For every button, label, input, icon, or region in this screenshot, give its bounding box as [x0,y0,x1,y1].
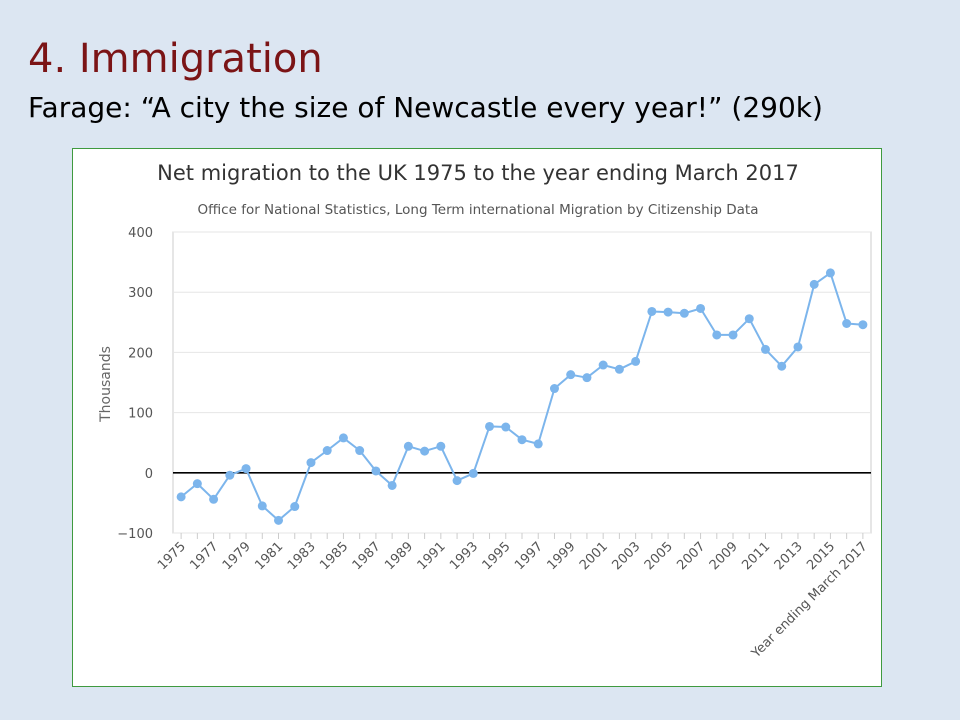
data-point[interactable] [663,307,673,317]
y-tick-label: −100 [117,527,153,542]
data-point[interactable] [598,360,608,370]
data-point[interactable] [420,446,430,456]
x-tick-label: 2005 [642,539,676,573]
data-point[interactable] [517,435,527,445]
x-tick-label: 1991 [415,539,449,573]
data-point[interactable] [809,279,819,289]
x-tick-label: 1977 [187,539,221,573]
data-point[interactable] [631,356,641,366]
chart-subtitle: Office for National Statistics, Long Ter… [198,202,759,218]
y-axis-title: Thousands [98,346,114,423]
chart-title: Net migration to the UK 1975 to the year… [157,161,799,185]
data-point[interactable] [355,446,365,456]
slide-title: 4. Immigration [28,36,323,82]
data-point[interactable] [566,370,576,380]
series-line [180,271,863,522]
x-tick-label: 2003 [609,539,643,573]
grid-lines [172,231,872,534]
data-point[interactable] [371,466,381,476]
x-tick-label: 1987 [350,539,384,573]
data-point[interactable] [274,515,284,525]
x-tick-label: 1981 [252,539,286,573]
data-point[interactable] [647,306,657,316]
data-point[interactable] [793,342,803,352]
x-tick-label: 2011 [739,539,773,573]
data-point[interactable] [760,344,770,354]
data-point[interactable] [387,480,397,490]
data-point[interactable] [485,421,495,431]
data-point[interactable] [712,330,722,340]
data-point[interactable] [322,446,332,456]
net-migration-chart: Net migration to the UK 1975 to the year… [98,161,872,662]
axes: −100010020030040019751977197919811983198… [117,226,870,662]
x-tick-label: 1997 [512,539,546,573]
data-point[interactable] [452,476,462,486]
data-point[interactable] [614,364,624,374]
x-tick-label: 1989 [382,539,416,573]
data-point[interactable] [501,422,511,432]
x-tick-label: 1985 [317,539,351,573]
data-point[interactable] [225,470,235,480]
data-point[interactable] [192,479,202,489]
y-tick-label: 300 [128,286,153,301]
data-point[interactable] [582,373,592,383]
x-tick-label: 1995 [480,539,514,573]
data-point[interactable] [403,441,413,451]
plot-area-frame [172,231,872,534]
data-point[interactable] [306,458,316,468]
x-tick-label: 2007 [674,539,708,573]
data-point[interactable] [209,494,219,504]
chart-panel: Net migration to the UK 1975 to the year… [72,148,882,687]
data-point[interactable] [176,492,186,502]
series [176,268,868,525]
data-point[interactable] [436,441,446,451]
slide-subtitle: Farage: “A city the size of Newcastle ev… [28,91,823,124]
data-point[interactable] [257,501,267,511]
data-point[interactable] [290,502,300,512]
x-tick-label: 1979 [220,539,254,573]
y-tick-label: 200 [128,346,153,361]
x-tick-label: 1993 [447,539,481,573]
data-point[interactable] [858,320,868,330]
x-tick-label: 2001 [577,539,611,573]
y-tick-label: 0 [145,467,153,482]
data-point[interactable] [842,319,852,329]
data-point[interactable] [533,439,543,449]
x-tick-label: 1999 [545,539,579,573]
x-tick-label: 1975 [155,539,189,573]
data-point[interactable] [241,464,251,474]
x-tick-label: 2009 [707,539,741,573]
data-point[interactable] [777,361,787,371]
data-point[interactable] [679,308,689,318]
data-point[interactable] [338,433,348,443]
data-point[interactable] [728,330,738,340]
data-point[interactable] [825,268,835,278]
data-point[interactable] [549,384,559,394]
y-tick-label: 100 [128,407,153,422]
data-point[interactable] [696,303,706,313]
data-point[interactable] [744,314,754,324]
y-tick-label: 400 [128,226,153,241]
data-point[interactable] [468,468,478,478]
x-tick-label: 1983 [285,539,319,573]
x-tick-label: 2013 [772,539,806,573]
